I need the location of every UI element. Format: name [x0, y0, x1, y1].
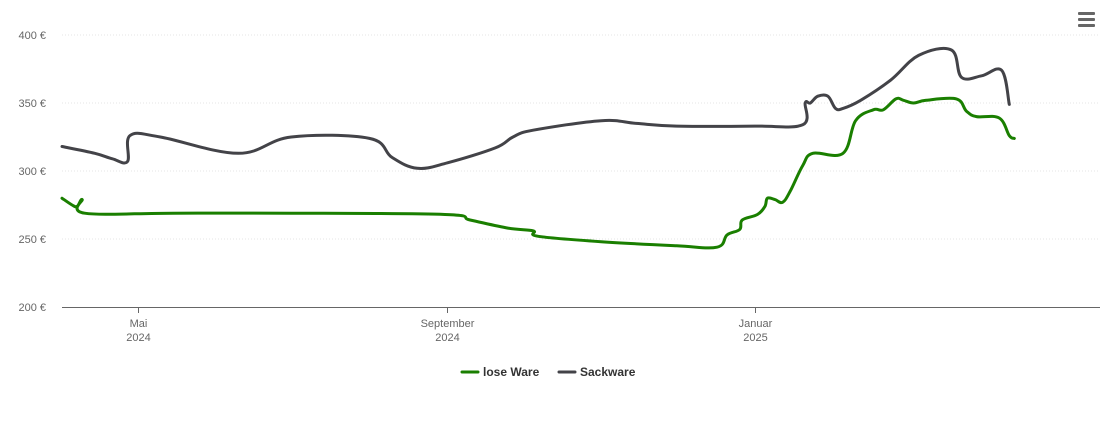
series-layer: [60, 46, 1016, 250]
legend-item-lose-ware[interactable]: lose Ware: [460, 365, 540, 379]
legend-item-sackware[interactable]: Sackware: [557, 365, 636, 379]
legend-label: lose Ware: [483, 365, 540, 379]
x-tick-label-year: 2024: [435, 332, 459, 344]
legend: lose Ware Sackware: [460, 365, 636, 379]
y-tick-label: 350 €: [18, 98, 46, 110]
y-tick-label: 400 €: [18, 30, 46, 42]
series-line-lose-ware[interactable]: [60, 96, 1016, 250]
grid-layer: [62, 34, 1100, 240]
hamburger-menu-icon[interactable]: [1076, 12, 1098, 32]
x-tick-label-month: Mai: [130, 318, 148, 330]
x-tick-label-year: 2024: [126, 332, 150, 344]
x-tick-label-month: September: [421, 318, 475, 330]
axis-layer: 400 € 350 € 300 € 250 € 200 € Mai 2024 Septembe…: [18, 30, 1100, 344]
series-line-sackware[interactable]: [60, 46, 1011, 171]
legend-label: Sackware: [580, 365, 636, 379]
x-tick-label-year: 2025: [743, 332, 767, 344]
y-tick-label: 200 €: [18, 302, 46, 314]
x-tick-label-month: Januar: [739, 318, 773, 330]
y-tick-label: 300 €: [18, 166, 46, 178]
y-tick-label: 250 €: [18, 234, 46, 246]
